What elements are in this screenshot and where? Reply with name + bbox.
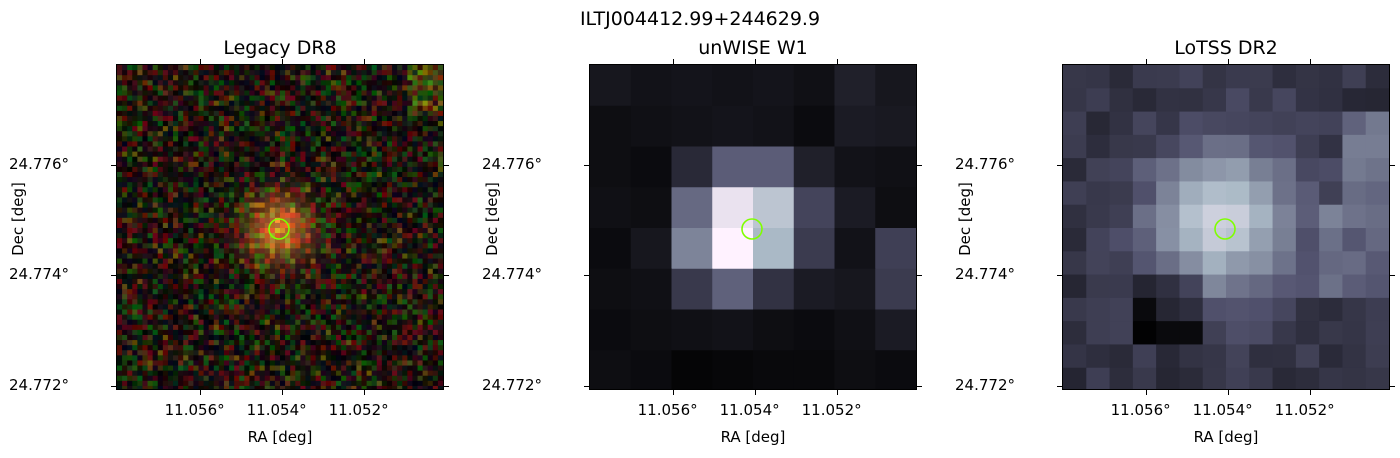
legacy-image-frame	[116, 64, 444, 390]
y-tick-right	[917, 386, 922, 387]
y-tick-label: 24.772°	[9, 376, 69, 394]
x-tick-label: 11.054°	[246, 401, 307, 419]
y-tick-label: 24.776°	[9, 155, 69, 173]
panel-title: unWISE W1	[698, 37, 808, 59]
x-tick-top	[836, 59, 838, 64]
x-tick-label: 11.052°	[1274, 401, 1335, 419]
y-tick	[111, 165, 116, 166]
y-tick-right	[444, 386, 449, 387]
panel-title: Legacy DR8	[223, 37, 337, 59]
x-tick-label: 11.054°	[719, 401, 780, 419]
y-tick-label: 24.774°	[9, 265, 69, 283]
x-tick-label: 11.052°	[328, 401, 389, 419]
source-marker-circle	[268, 218, 290, 240]
y-tick-right	[1390, 165, 1395, 166]
lotss-image-frame	[1062, 64, 1390, 390]
y-tick-right	[1390, 275, 1395, 276]
x-tick-label: 11.052°	[801, 401, 862, 419]
y-tick-label: 24.772°	[955, 376, 1015, 394]
x-tick	[836, 390, 838, 395]
panel-title: LoTSS DR2	[1174, 37, 1278, 59]
y-tick	[111, 275, 116, 276]
unwise-image-frame	[589, 64, 917, 390]
y-tick-right	[444, 165, 449, 166]
x-tick-top	[281, 59, 283, 64]
x-tick	[1227, 390, 1229, 395]
x-tick	[1145, 390, 1147, 395]
x-tick-top	[1145, 59, 1147, 64]
x-tick-top	[754, 59, 756, 64]
source-marker-circle	[741, 218, 763, 240]
y-tick-right	[444, 275, 449, 276]
x-tick	[672, 390, 674, 395]
unwise-image	[590, 65, 916, 389]
x-tick-top	[1227, 59, 1229, 64]
x-tick	[1309, 390, 1311, 395]
lotss-image	[1063, 65, 1389, 389]
y-tick-label: 24.772°	[482, 376, 542, 394]
x-tick	[199, 390, 201, 395]
y-tick	[111, 386, 116, 387]
y-tick	[1057, 386, 1062, 387]
y-tick-right	[917, 165, 922, 166]
figure-title: ILTJ004412.99+244629.9	[579, 8, 821, 30]
x-tick-label: 11.054°	[1192, 401, 1253, 419]
x-axis-label: RA [deg]	[247, 428, 313, 446]
legacy-image	[117, 65, 443, 389]
y-tick	[584, 275, 589, 276]
y-tick-right	[1390, 386, 1395, 387]
x-axis-label: RA [deg]	[720, 428, 786, 446]
y-tick-label: 24.776°	[955, 155, 1015, 173]
source-marker-circle	[1214, 218, 1236, 240]
x-tick-top	[199, 59, 201, 64]
x-tick-label: 11.056°	[164, 401, 225, 419]
x-tick	[363, 390, 365, 395]
y-tick-right	[917, 275, 922, 276]
x-tick-label: 11.056°	[1110, 401, 1171, 419]
x-tick-top	[672, 59, 674, 64]
y-tick	[1057, 165, 1062, 166]
y-tick-label: 24.774°	[955, 265, 1015, 283]
x-tick	[754, 390, 756, 395]
y-tick-label: 24.776°	[482, 155, 542, 173]
y-tick-label: 24.774°	[482, 265, 542, 283]
y-tick	[584, 165, 589, 166]
x-axis-label: RA [deg]	[1193, 428, 1259, 446]
x-tick-top	[363, 59, 365, 64]
y-tick	[1057, 275, 1062, 276]
x-tick-top	[1309, 59, 1311, 64]
x-tick	[281, 390, 283, 395]
y-tick	[584, 386, 589, 387]
x-tick-label: 11.056°	[637, 401, 698, 419]
